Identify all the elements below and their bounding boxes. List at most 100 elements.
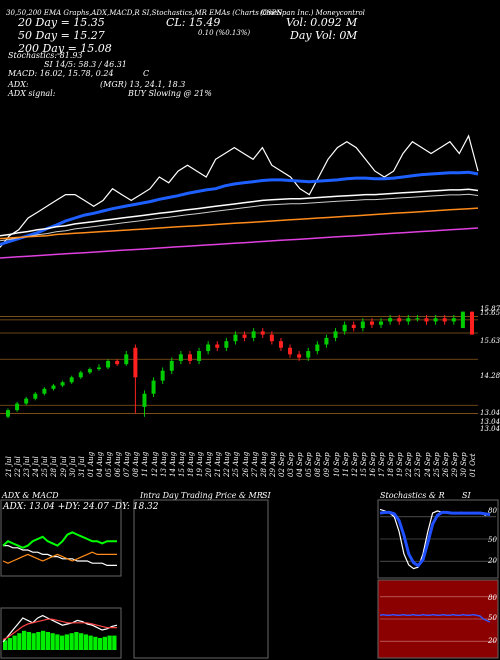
- macd-sign: C: [143, 69, 150, 78]
- rsi-lines-group: [379, 596, 496, 642]
- candle-body-49: [451, 318, 456, 322]
- date-label-11: 05 Aug: [105, 451, 114, 477]
- candle-body-5: [51, 385, 56, 389]
- candle-body-6: [60, 382, 65, 386]
- vol-unit: M: [346, 16, 358, 29]
- date-label-33: 05 Sep: [305, 452, 314, 477]
- series-ema200: [0, 207, 479, 240]
- candle-body-9: [87, 369, 92, 373]
- stoch-si: SI: [462, 491, 471, 500]
- date-label-15: 11 Aug: [141, 451, 150, 477]
- candle-body-25: [233, 334, 238, 342]
- adx-lines--DI: [2, 551, 117, 564]
- candle-body-12: [115, 360, 120, 365]
- macd-hist-6: [31, 633, 36, 650]
- candle-body-2: [24, 398, 29, 404]
- macd-hist-3: [17, 633, 22, 650]
- date-label-46: 24 Sep: [423, 452, 432, 477]
- intraday-title: Intra Day Trading Price & MR: [140, 491, 263, 500]
- date-label-45: 23 Sep: [414, 452, 423, 477]
- candle-body-41: [379, 321, 384, 325]
- rsi-level-20: 20: [488, 637, 497, 645]
- macd-hist-0: [3, 640, 8, 650]
- price-label-0: 15.87: [480, 305, 500, 313]
- price-label-6: 13.04: [480, 425, 500, 433]
- macd-hist-14: [69, 633, 74, 650]
- candle-body-10: [96, 367, 101, 370]
- date-label-44: 22 Sep: [405, 452, 414, 477]
- candle-body-3: [33, 393, 38, 399]
- candle-grid: [0, 316, 478, 414]
- candle-body-29: [269, 334, 274, 342]
- macd-hist-13: [64, 634, 69, 650]
- macd-lines-macd: [2, 614, 118, 643]
- date-label-7: 30 Jul: [68, 456, 77, 477]
- candles-group: [6, 311, 474, 419]
- price-label-5: 13.04: [480, 418, 500, 426]
- close-label: CL: 15.49: [166, 16, 221, 29]
- macd-hist-19: [93, 636, 98, 650]
- macd-hist-1: [7, 638, 12, 650]
- macd-lines-signal: [2, 618, 117, 641]
- macd-hist-10: [50, 633, 55, 650]
- series-ema50-band: [0, 193, 479, 242]
- header-title: 30,50,200 EMA Graphs,ADX,MACD,R SI,Stoch…: [6, 9, 283, 17]
- candle-body-14: [133, 347, 138, 378]
- candle-body-51: [470, 311, 474, 335]
- candle-body-39: [360, 321, 365, 329]
- candle-body-37: [342, 324, 347, 332]
- candle-body-33: [306, 351, 311, 358]
- candle-body-15: [142, 393, 147, 407]
- price-label-1: 15.65: [480, 309, 500, 317]
- date-label-24: 22 Aug: [223, 451, 232, 477]
- candle-body-17: [160, 370, 165, 381]
- date-label-37: 11 Sep: [341, 452, 350, 477]
- candle-body-46: [424, 318, 429, 322]
- date-label-1: 22 Jul: [14, 456, 23, 477]
- adx-lines-adx: [3, 544, 117, 567]
- rsi-lines-rsi: [379, 613, 491, 623]
- macd-hist-7: [36, 632, 41, 650]
- adx-mgr: (MGR) 13, 24.1, 18.3: [100, 80, 186, 89]
- date-label-47: 25 Sep: [432, 452, 441, 477]
- date-label-22: 20 Aug: [205, 451, 214, 477]
- candle-body-38: [351, 324, 356, 329]
- stoch-level-50: 50: [488, 536, 497, 544]
- stoch-level-20: 20: [488, 557, 497, 565]
- date-label-32: 04 Sep: [296, 452, 305, 477]
- stoch-lines-%D: [379, 510, 491, 568]
- candle-body-13: [124, 354, 129, 365]
- header-company: (OneSpan Inc.) Moneycontrol: [260, 9, 365, 17]
- candle-body-43: [397, 318, 402, 322]
- rsi-level-50: 50: [488, 614, 497, 622]
- date-label-29: 29 Aug: [268, 451, 277, 477]
- stoch-level-80: 80: [488, 507, 497, 515]
- candle-body-22: [206, 344, 211, 352]
- date-label-23: 21 Aug: [214, 451, 223, 477]
- date-label-41: 17 Sep: [378, 452, 387, 477]
- stoch-panel: [377, 499, 499, 579]
- stochastics-label: Stochastics: 81.93: [8, 51, 83, 60]
- date-label-27: 27 Aug: [250, 451, 259, 477]
- series-ema50: [0, 188, 479, 237]
- date-label-38: 12 Sep: [350, 452, 359, 477]
- date-label-8: 31 Jul: [77, 456, 86, 477]
- date-label-2: 23 Jul: [23, 456, 32, 477]
- main-chart: [0, 134, 479, 419]
- rsi-label: SI 14/5: 58.3 / 46.31: [44, 60, 127, 69]
- date-label-48: 26 Sep: [441, 452, 450, 477]
- macd-hist-11: [55, 634, 60, 650]
- intraday-panel: [133, 499, 269, 659]
- date-label-36: 10 Sep: [332, 452, 341, 477]
- rsi-panel: [377, 579, 499, 659]
- rsi-level-80: 80: [488, 594, 497, 602]
- vol-label: Vol: 0.092: [286, 16, 342, 29]
- date-label-51: 01 Oct: [469, 453, 477, 477]
- candle-body-26: [242, 334, 247, 338]
- candle-body-16: [151, 380, 156, 394]
- date-label-42: 18 Sep: [387, 452, 396, 477]
- date-label-13: 07 Aug: [123, 451, 132, 477]
- ema200-label: 200 Day = 15.08: [18, 42, 112, 55]
- macd-hist-2: [12, 635, 17, 650]
